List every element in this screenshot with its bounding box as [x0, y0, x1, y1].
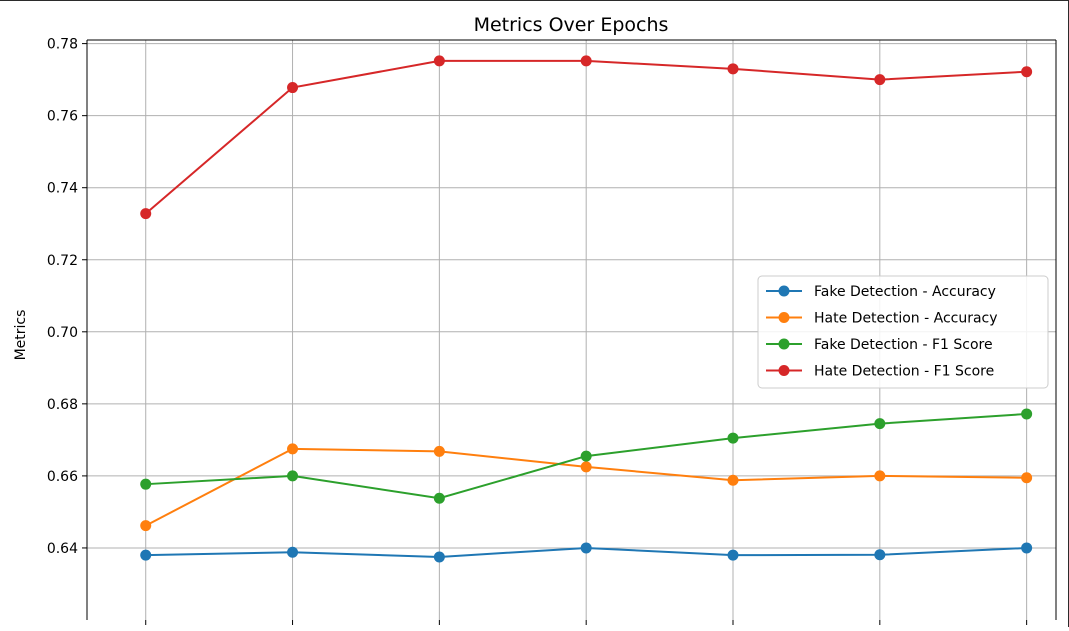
data-point: [1021, 66, 1033, 78]
legend-swatch-marker: [778, 285, 790, 297]
legend: Fake Detection - Accuracy Hate Detection …: [757, 275, 1049, 389]
y-tick-label: 0.64: [47, 541, 78, 557]
data-point: [727, 432, 739, 444]
series-group: [140, 408, 1033, 504]
data-point: [140, 549, 152, 561]
data-point: [727, 63, 739, 75]
y-tick-label: 0.76: [47, 109, 78, 125]
data-point: [874, 74, 886, 86]
series-group: [140, 542, 1033, 563]
y-tick-label: 0.74: [47, 181, 78, 197]
data-point: [1021, 542, 1033, 554]
series-group: [140, 55, 1033, 220]
data-point: [287, 82, 299, 94]
data-point: [874, 470, 886, 482]
y-tick-label: 0.66: [47, 469, 78, 485]
legend-swatch-marker: [778, 312, 790, 323]
y-tick-label: 0.68: [47, 397, 78, 413]
series-layer: [140, 55, 1033, 563]
data-point: [140, 520, 152, 532]
data-point: [580, 55, 592, 67]
data-point: [580, 450, 592, 462]
data-point: [433, 551, 445, 563]
data-point: [287, 470, 299, 482]
legend-swatch-marker: [778, 365, 790, 376]
data-point: [287, 443, 299, 455]
y-tick-label: 0.72: [47, 253, 78, 269]
axes: 0.64 0.66 0.68 0.70 0.72 0.74 0.76 0.78: [47, 37, 1057, 625]
data-point: [874, 418, 886, 430]
data-point: [433, 445, 445, 457]
legend-entry: Hate Detection - Accuracy: [814, 311, 998, 327]
y-tick-label: 0.70: [47, 325, 78, 341]
data-point: [433, 55, 445, 67]
legend-entry: Fake Detection - F1 Score: [814, 337, 993, 353]
data-point: [1021, 408, 1033, 420]
data-point: [727, 549, 739, 561]
chart-title: Metrics Over Epochs: [474, 14, 669, 36]
data-point: [433, 492, 445, 504]
data-point: [580, 461, 592, 473]
data-point: [580, 542, 592, 554]
legend-swatch-marker: [778, 338, 790, 350]
data-point: [874, 549, 886, 561]
data-point: [1021, 472, 1033, 484]
y-axis-label: Metrics: [13, 310, 29, 361]
series-group: [140, 443, 1033, 532]
data-point: [727, 474, 739, 486]
data-point: [140, 478, 152, 490]
legend-box: [757, 275, 1049, 389]
legend-entry: Fake Detection - Accuracy: [814, 284, 996, 300]
top-border: [0, 0, 1069, 1]
data-point: [287, 546, 299, 558]
y-tick-label: 0.78: [47, 37, 78, 53]
data-point: [140, 208, 152, 220]
legend-entry: Hate Detection - F1 Score: [814, 364, 994, 380]
